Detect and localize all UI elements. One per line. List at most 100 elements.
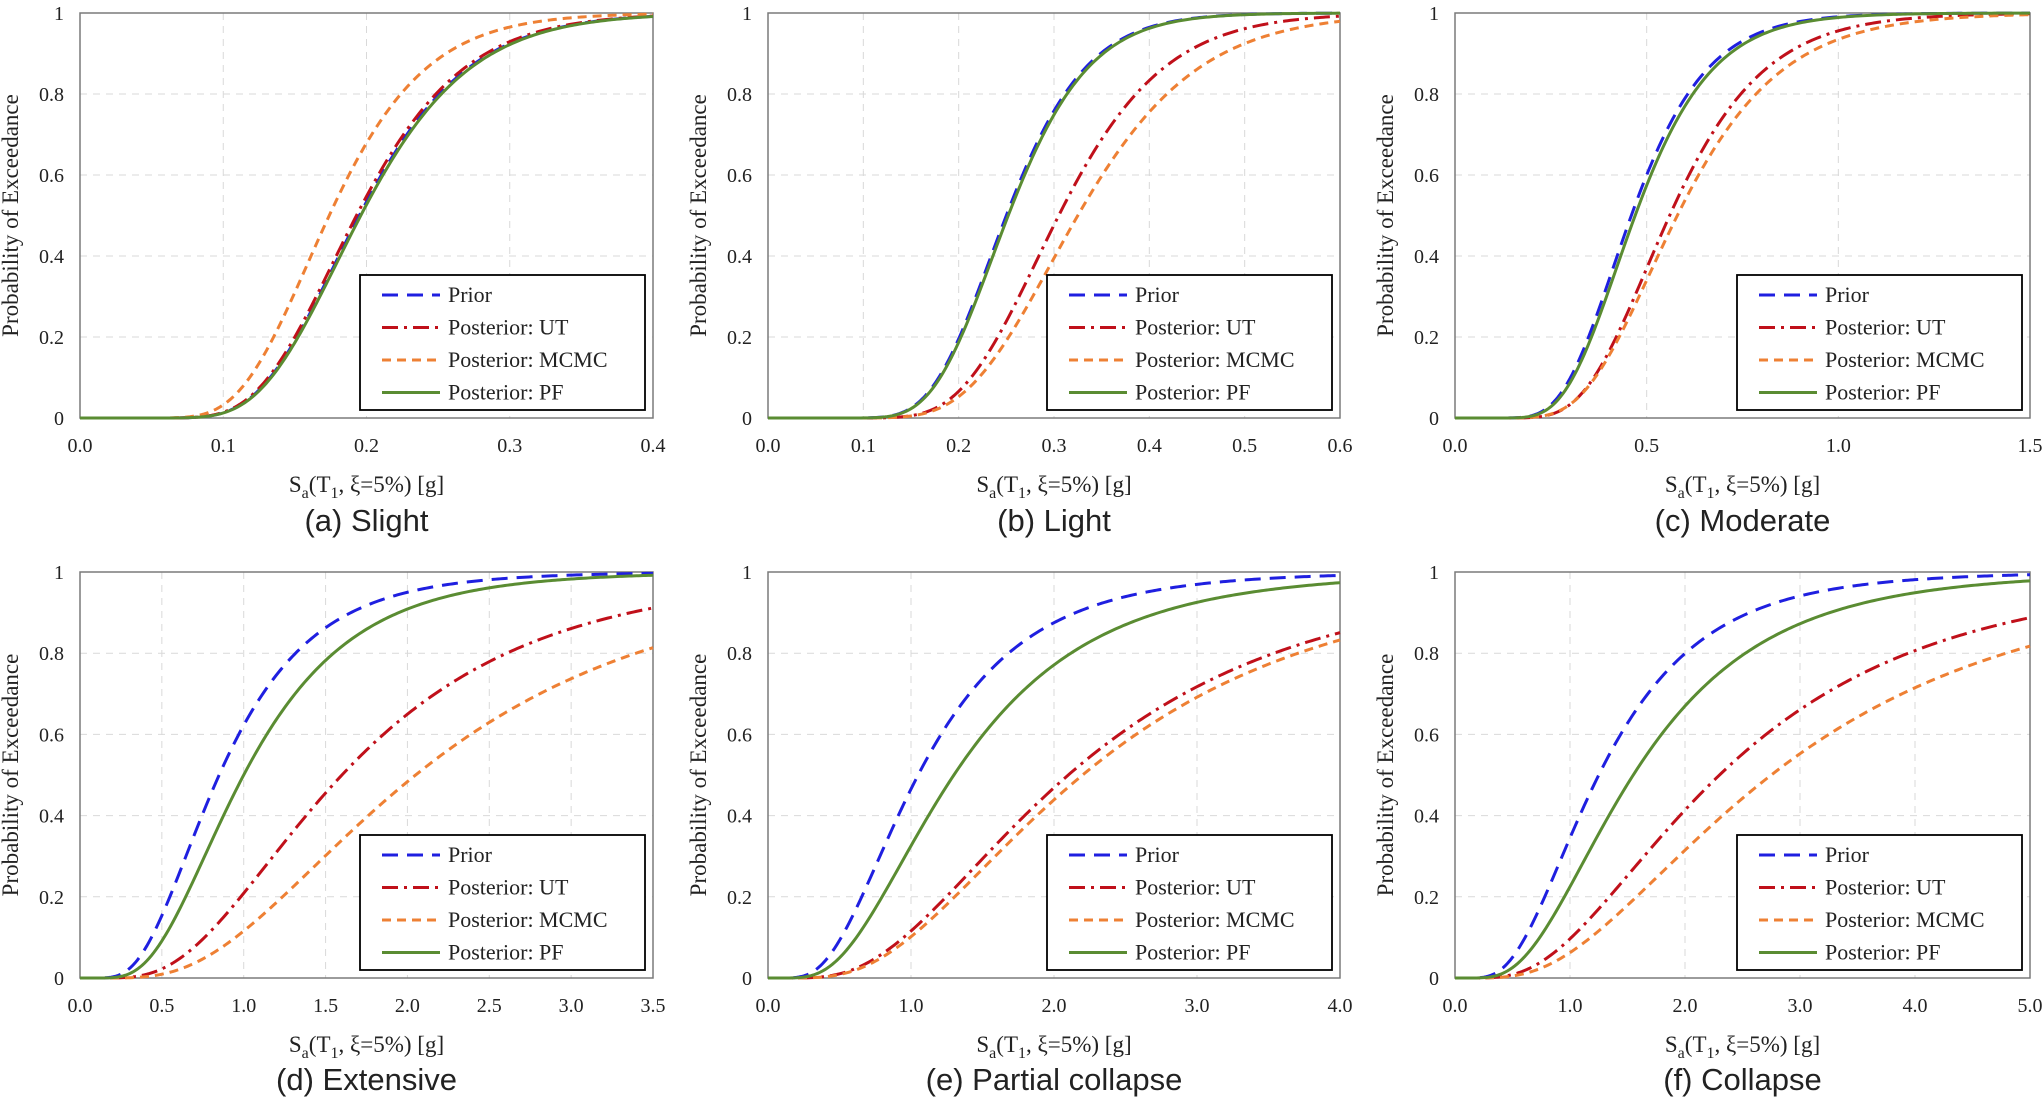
x-tick-label: 4.0 [1328, 995, 1353, 1017]
x-axis-title-part: , ξ=5%) [g] [1715, 472, 1821, 497]
y-tick-label: 0.4 [1414, 806, 1439, 828]
y-tick-label: 1 [742, 3, 752, 25]
x-tick-label: 3.0 [1185, 995, 1210, 1017]
x-axis-title: Sa(T1, ξ=5%) [g] [289, 1032, 444, 1062]
y-tick-label: 1 [54, 562, 64, 584]
x-tick-label: 0.0 [756, 435, 781, 457]
y-tick-label: 0.6 [39, 165, 64, 187]
x-axis-title: Sa(T1, ξ=5%) [g] [976, 1032, 1131, 1062]
plot-area-frame [79, 12, 654, 419]
x-axis-title-part: a [989, 485, 996, 502]
y-tick-label: 0 [54, 408, 64, 430]
y-tick-label: 1 [54, 3, 64, 25]
x-axis-title-part: , ξ=5%) [g] [1026, 472, 1132, 497]
y-tick-label: 0.8 [727, 643, 752, 665]
x-tick-label: 1.0 [899, 995, 924, 1017]
legend-entry-label: Posterior: MCMC [448, 907, 608, 932]
x-tick-label: 1.0 [1826, 435, 1851, 457]
legend-entry-label: Prior [1825, 842, 1870, 867]
x-axis-title-part: 1 [1707, 485, 1715, 502]
x-axis-title-part: (T [996, 1032, 1018, 1057]
y-tick-label: 0.8 [727, 84, 752, 106]
plot-area-frame [767, 12, 1341, 419]
x-axis-title-part: (T [1685, 472, 1707, 497]
x-axis-title-part: 1 [1018, 1045, 1026, 1062]
series-line-posterior-ut [768, 631, 1341, 980]
y-axis-title: Probability of Exceedance [1373, 654, 1398, 897]
series-line-posterior-ut [1455, 616, 2031, 980]
legend-entry-label: Posterior: MCMC [448, 347, 608, 372]
x-tick-label: 0.4 [641, 435, 666, 457]
panel-caption: (c) Moderate [1655, 503, 1831, 538]
series-line-posterior-pf [1455, 11, 2030, 420]
x-tick-label: 1.0 [231, 995, 256, 1017]
y-tick-label: 0.6 [1414, 165, 1439, 187]
y-axis-title: Probability of Exceedance [686, 94, 711, 337]
y-tick-label: 0.8 [1414, 643, 1439, 665]
y-tick-label: 1 [742, 562, 752, 584]
series-line-prior [80, 571, 654, 980]
legend-box [1046, 834, 1333, 971]
x-axis-title: Sa(T1, ξ=5%) [g] [1665, 472, 1820, 502]
x-axis-title-part: S [289, 1032, 302, 1057]
series-line-posterior-mcmc [1455, 644, 2031, 980]
x-tick-label: 0.5 [149, 995, 174, 1017]
x-axis-title-part: 1 [1707, 1045, 1715, 1062]
legend: Prior Posterior: UT Posterior: MCMC Posteri… [359, 274, 646, 411]
y-axis-title: Probability of Exceedance [0, 94, 23, 337]
y-axis-title: Probability of Exceedance [0, 654, 23, 897]
x-tick-label: 0.0 [1443, 995, 1468, 1017]
legend-box [1736, 834, 2023, 971]
legend: Prior Posterior: UT Posterior: MCMC Posteri… [1046, 274, 1333, 411]
legend-entry-label: Posterior: UT [448, 315, 569, 340]
legend: Prior Posterior: UT Posterior: MCMC Posteri… [1046, 834, 1333, 971]
y-tick-label: 0.4 [727, 806, 752, 828]
y-tick-label: 1 [1429, 3, 1439, 25]
y-tick-label: 0.6 [727, 724, 752, 746]
legend-entry-label: Posterior: PF [448, 380, 564, 405]
chart-panel-2: 0.0 0.1 0.2 0.3 0.4 0.5 0.600.20.40.60.81Sa(T1… [686, 3, 1353, 538]
x-axis-title-part: , ξ=5%) [g] [339, 1032, 445, 1057]
x-tick-label: 0.1 [211, 435, 236, 457]
x-tick-label: 0.5 [1634, 435, 1659, 457]
plot-area-frame [79, 571, 654, 979]
series-line-posterior-pf [768, 11, 1341, 420]
x-axis-title-part: S [976, 472, 989, 497]
x-tick-label: 3.0 [1788, 995, 1813, 1017]
x-axis-title: Sa(T1, ξ=5%) [g] [976, 472, 1131, 502]
y-tick-label: 1 [1429, 562, 1439, 584]
x-tick-label: 0.0 [1443, 435, 1468, 457]
y-tick-label: 0.4 [39, 806, 64, 828]
x-axis-title-part: (T [1685, 1032, 1707, 1057]
legend-entry-label: Posterior: MCMC [1825, 347, 1985, 372]
x-axis-title-part: 1 [331, 485, 339, 502]
series-line-posterior-pf [768, 581, 1341, 980]
y-tick-label: 0 [742, 408, 752, 430]
x-axis-title-part: 1 [331, 1045, 339, 1062]
x-tick-label: 5.0 [2018, 995, 2043, 1017]
legend-entry-label: Posterior: UT [448, 875, 569, 900]
chart-panel-4: 0.0 0.5 1.0 1.5 2.0 2.5 3.0 3.500.20.40.60.81Sa… [0, 562, 666, 1097]
legend-entry-label: Posterior: PF [1825, 940, 1941, 965]
legend-entry-label: Posterior: PF [1135, 940, 1251, 965]
legend: Prior Posterior: UT Posterior: MCMC Posteri… [359, 834, 646, 971]
x-tick-label: 0.3 [1042, 435, 1067, 457]
x-tick-label: 0.2 [946, 435, 971, 457]
y-tick-label: 0.2 [39, 887, 64, 909]
series-line-posterior-mcmc [80, 646, 654, 980]
x-axis-title-part: a [302, 485, 309, 502]
y-tick-label: 0.6 [39, 724, 64, 746]
x-tick-label: 0.3 [497, 435, 522, 457]
y-tick-label: 0 [1429, 408, 1439, 430]
y-tick-label: 0 [742, 968, 752, 990]
y-tick-label: 0 [54, 968, 64, 990]
panel-caption: (e) Partial collapse [926, 1062, 1183, 1097]
y-tick-label: 0.2 [727, 887, 752, 909]
panel-caption: (d) Extensive [276, 1062, 457, 1097]
x-tick-label: 1.0 [1558, 995, 1583, 1017]
x-axis-title-part: (T [996, 472, 1018, 497]
series-line-prior [1455, 573, 2031, 980]
